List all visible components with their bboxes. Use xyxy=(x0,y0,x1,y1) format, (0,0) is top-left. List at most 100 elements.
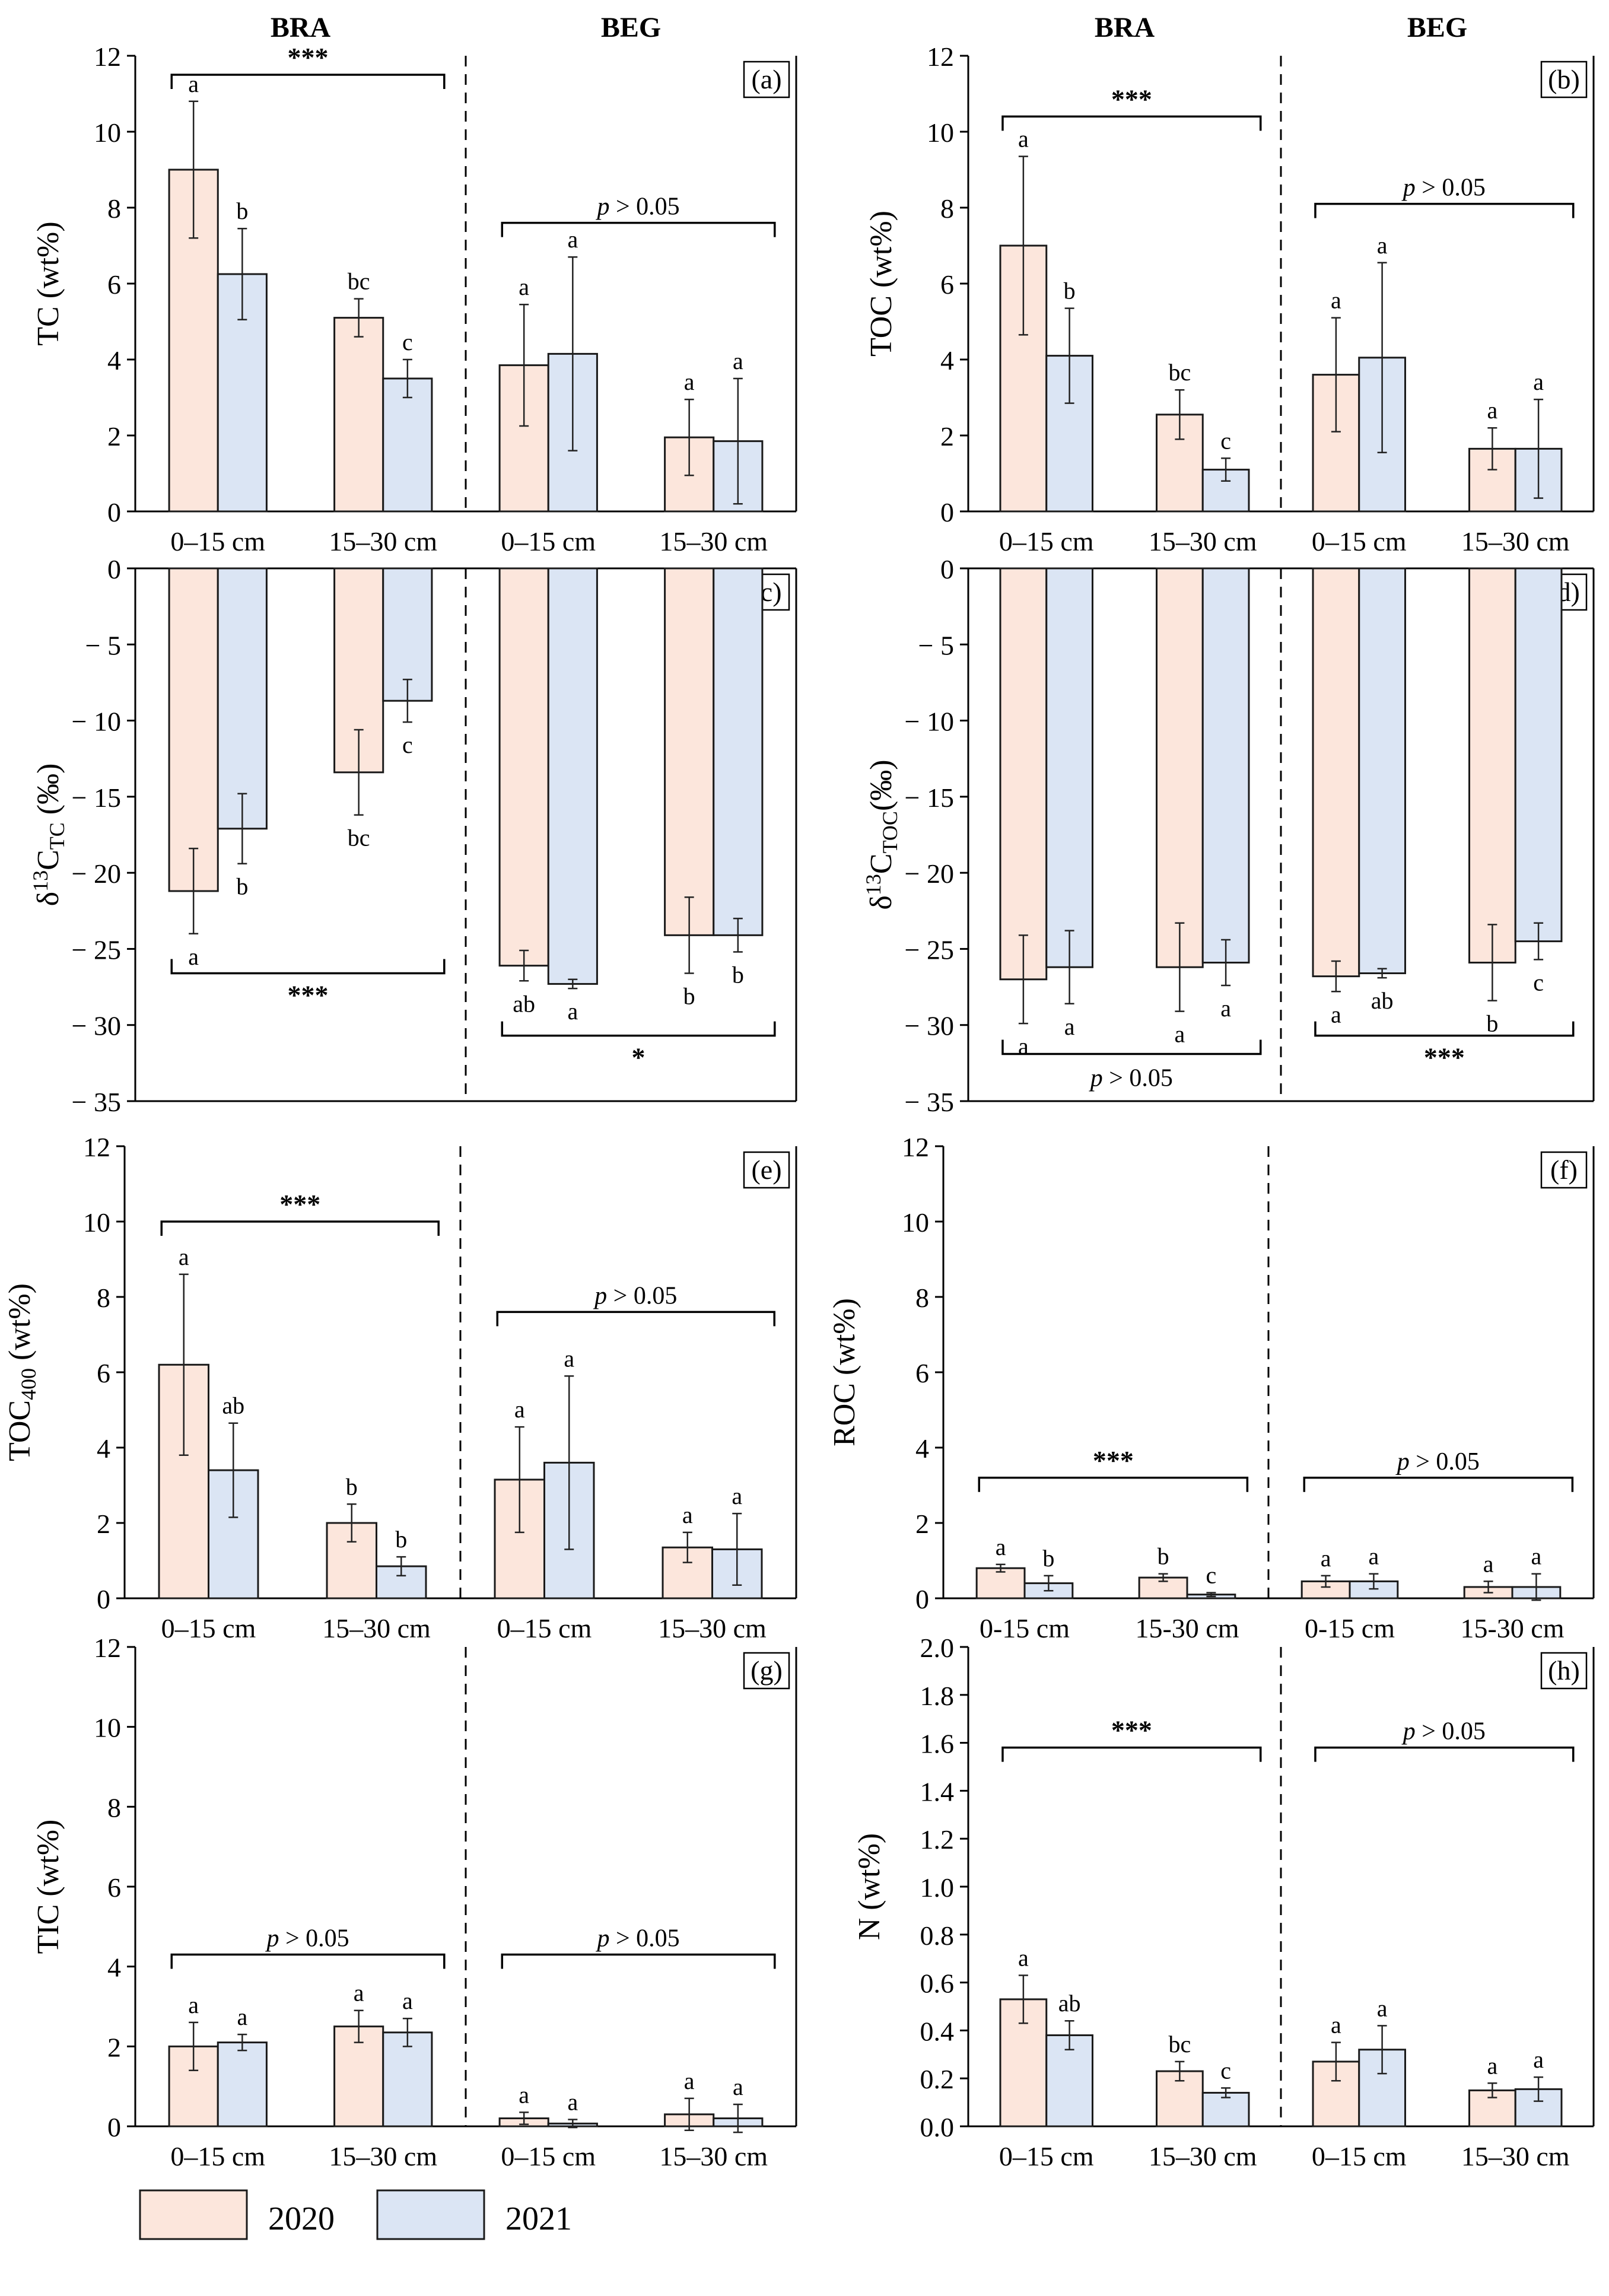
significance-letter: b xyxy=(395,1526,407,1553)
y-tick-label: 2 xyxy=(915,1509,929,1539)
x-tick-label: 0–15 cm xyxy=(161,1613,256,1643)
x-tick-label: 0–15 cm xyxy=(170,2141,265,2171)
bar-2021 xyxy=(382,2031,433,2128)
bar-2020 xyxy=(498,567,549,967)
y-tick-label: 10 xyxy=(902,1207,929,1238)
significance-text: *** xyxy=(1111,84,1152,114)
y-axis-label: TC (wt%) xyxy=(31,221,65,345)
bar-2021 xyxy=(382,377,433,513)
significance-bracket xyxy=(1001,115,1262,131)
y-tick-label: 8 xyxy=(940,193,954,224)
y-tick-label: − 15 xyxy=(905,783,954,813)
panel-h: 0.0 0.2 0.4 0.6 0.8 1.0 1.2 1.4 1.6 1.8 2.0 N (wt%)… xyxy=(853,1633,1595,2171)
panel-label-box xyxy=(1540,61,1588,98)
significance-text: p > 0.05 xyxy=(1089,1064,1173,1092)
y-axis-label: N (wt%) xyxy=(853,1833,886,1941)
y-tick-label: 12 xyxy=(94,42,121,72)
y-tick-label: 0 xyxy=(940,497,954,527)
bar-2020 xyxy=(1156,567,1204,968)
y-tick-label: 12 xyxy=(902,1132,929,1162)
significance-letter: bc xyxy=(1169,2031,1191,2058)
significance-letter: a xyxy=(188,71,199,97)
significance-letter: a xyxy=(733,2074,743,2100)
bar-2021 xyxy=(217,567,268,830)
significance-bracket xyxy=(170,74,446,89)
significance-letter: a xyxy=(1533,368,1544,395)
bar-2021 xyxy=(1514,567,1563,943)
y-tick-label: − 30 xyxy=(72,1011,121,1041)
significance-letter: a xyxy=(1331,1001,1341,1028)
significance-bracket xyxy=(1314,1021,1575,1037)
legend-swatch-2020 xyxy=(139,2189,248,2240)
x-tick-label: 15–30 cm xyxy=(659,526,768,556)
panel-label: (f) xyxy=(1550,1155,1578,1185)
significance-letter: a xyxy=(567,2089,578,2116)
bar-2020 xyxy=(999,567,1048,981)
x-tick-label: 15–30 cm xyxy=(329,526,437,556)
significance-letter: b xyxy=(1486,1010,1498,1037)
significance-text: p > 0.05 xyxy=(1401,174,1486,202)
significance-letter: bc xyxy=(348,825,370,851)
panel-label-box xyxy=(1540,1652,1588,1690)
y-tick-label: 0.2 xyxy=(920,2064,955,2094)
significance-bracket xyxy=(170,959,446,975)
significance-letter: bc xyxy=(348,268,370,295)
significance-letter: b xyxy=(236,873,248,900)
x-tick-label: 0-15 cm xyxy=(1305,1613,1395,1643)
panel-label: (g) xyxy=(751,1655,783,1686)
significance-letter: a xyxy=(684,2068,695,2094)
y-tick-label: − 30 xyxy=(905,1011,954,1041)
significance-letter: c xyxy=(402,732,413,758)
panel-b: 0 2 4 6 8 10 12 TOC (wt%) BRA BEG (b) 0–15 cm 15–30 … xyxy=(864,12,1595,556)
y-tick-label: − 20 xyxy=(905,858,954,889)
bar-2021 xyxy=(1201,2091,1250,2128)
panel-a: 0 2 4 6 8 10 12 TC (wt%) BRA BEG (a) 0–15 cm 15–30 c… xyxy=(31,12,797,556)
bar-2021 xyxy=(382,567,433,702)
y-tick-label: 2 xyxy=(97,1509,110,1539)
x-tick-label: 15–30 cm xyxy=(658,1613,767,1643)
significance-letter: a xyxy=(188,943,199,970)
significance-bracket xyxy=(160,1220,440,1236)
site-header: BEG xyxy=(1407,12,1467,43)
significance-letter: a xyxy=(1220,995,1231,1022)
significance-letter: a xyxy=(237,2004,247,2030)
bar-2021 xyxy=(1358,567,1406,974)
significance-bracket xyxy=(1001,1746,1262,1762)
significance-letter: a xyxy=(514,1396,525,1423)
x-tick-label: 0–15 cm xyxy=(1312,2141,1407,2171)
y-tick-label: 4 xyxy=(940,345,954,376)
y-tick-label: 10 xyxy=(927,117,954,148)
significance-bracket xyxy=(1001,1039,1262,1055)
significance-letter: a xyxy=(1018,126,1029,152)
y-tick-label: 6 xyxy=(107,1872,121,1903)
legend-label-2020: 2020 xyxy=(268,2200,335,2237)
y-axis-label: δ13CTOC(‰) xyxy=(861,759,902,910)
significance-letter: a xyxy=(1331,2012,1341,2039)
y-tick-label: 0.6 xyxy=(920,1969,955,1999)
bar-2020 xyxy=(975,1567,1026,1599)
panel-label: (e) xyxy=(751,1155,781,1185)
significance-letter: b xyxy=(732,962,744,988)
significance-text: p > 0.05 xyxy=(595,193,679,221)
panel-label: (b) xyxy=(1548,64,1580,94)
site-header: BEG xyxy=(601,12,661,43)
bar-2021 xyxy=(547,567,598,985)
x-tick-label: 0–15 cm xyxy=(1312,526,1407,556)
x-tick-label: 0–15 cm xyxy=(170,526,265,556)
significance-bracket xyxy=(978,1477,1249,1492)
y-tick-label: 2 xyxy=(940,421,954,451)
x-tick-label: 15–30 cm xyxy=(659,2141,768,2171)
significance-letter: a xyxy=(179,1244,189,1270)
panel-label: (a) xyxy=(751,64,781,94)
panels: 0 2 4 6 8 10 12 TC (wt%) BRA BEG (a) 0–15 cm 15–30 c… xyxy=(3,12,1595,2171)
y-tick-label: 0.0 xyxy=(920,2112,955,2142)
panel-label-box xyxy=(743,1652,790,1690)
significance-letter: b xyxy=(346,1473,358,1500)
significance-letter: a xyxy=(996,1534,1006,1560)
x-tick-label: 0–15 cm xyxy=(501,526,596,556)
significance-letter: a xyxy=(733,348,743,374)
significance-letter: a xyxy=(1175,1021,1185,1048)
site-header: BRA xyxy=(1095,12,1155,43)
significance-text: p > 0.05 xyxy=(1395,1448,1480,1475)
